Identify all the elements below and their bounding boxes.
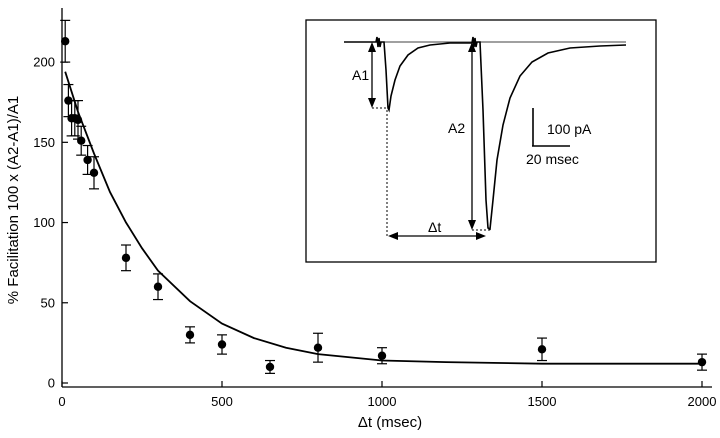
inset-scale-current: 100 pA: [547, 121, 592, 137]
point-marker: [265, 362, 275, 372]
data-point: [121, 244, 131, 272]
point-marker: [153, 282, 163, 291]
y-tick-label: 50: [41, 295, 55, 310]
inset-a2-label: A2: [448, 120, 465, 136]
data-point: [377, 347, 387, 365]
data-point: [60, 19, 71, 63]
data-point: [265, 359, 275, 374]
inset-a1-label: A1: [352, 67, 369, 83]
point-marker: [185, 330, 195, 340]
data-point: [153, 273, 163, 301]
y-ticks: 0 50 100 150 200: [33, 55, 68, 391]
point-marker: [697, 357, 707, 367]
point-marker: [89, 168, 99, 178]
inset-a2-marker: [468, 42, 490, 231]
y-tick-label: 150: [33, 135, 55, 150]
inset-current-trace: [344, 36, 627, 231]
point-marker: [77, 136, 86, 145]
point-marker: [60, 37, 70, 46]
point-marker: [217, 340, 227, 349]
x-tick-label: 1500: [528, 394, 557, 409]
point-marker: [313, 343, 323, 352]
y-tick-label: 200: [33, 55, 55, 70]
fit-curve: [64, 71, 702, 365]
plot-area: [60, 19, 707, 374]
data-point: [76, 125, 87, 156]
x-tick-label: 0: [58, 394, 65, 409]
data-point: [82, 144, 93, 176]
axes: [61, 8, 712, 388]
data-point: [89, 156, 99, 190]
data-point: [313, 332, 323, 363]
inset-scale-bar: [532, 108, 570, 147]
data-points: [60, 19, 707, 374]
point-marker: [377, 351, 387, 360]
point-marker: [537, 345, 547, 354]
inset-scale-time: 20 msec: [526, 151, 579, 167]
data-point: [73, 99, 83, 140]
data-point: [537, 337, 547, 362]
x-ticks: 0 500 1000 1500 2000: [58, 381, 716, 409]
x-tick-label: 1000: [368, 394, 397, 409]
x-axis-title: Δt (msec): [358, 414, 422, 431]
inset-panel: A1 A2 Δt 100 pA 20 msec: [305, 19, 657, 263]
y-axis-title: % Facilitation 100 x (A2-A1)/A1: [5, 96, 22, 304]
x-tick-label: 2000: [688, 394, 717, 409]
point-marker: [121, 253, 131, 263]
y-tick-label: 100: [33, 215, 55, 230]
point-marker: [73, 115, 83, 125]
point-marker: [83, 155, 92, 165]
inset-a1-marker: [368, 42, 390, 109]
inset-dt-label: Δt: [428, 219, 441, 235]
y-tick-label: 0: [48, 376, 55, 391]
data-point: [185, 326, 195, 344]
data-point: [697, 353, 707, 371]
x-tick-label: 500: [211, 394, 233, 409]
inset-dt-marker: [386, 110, 486, 240]
data-point: [217, 334, 227, 355]
